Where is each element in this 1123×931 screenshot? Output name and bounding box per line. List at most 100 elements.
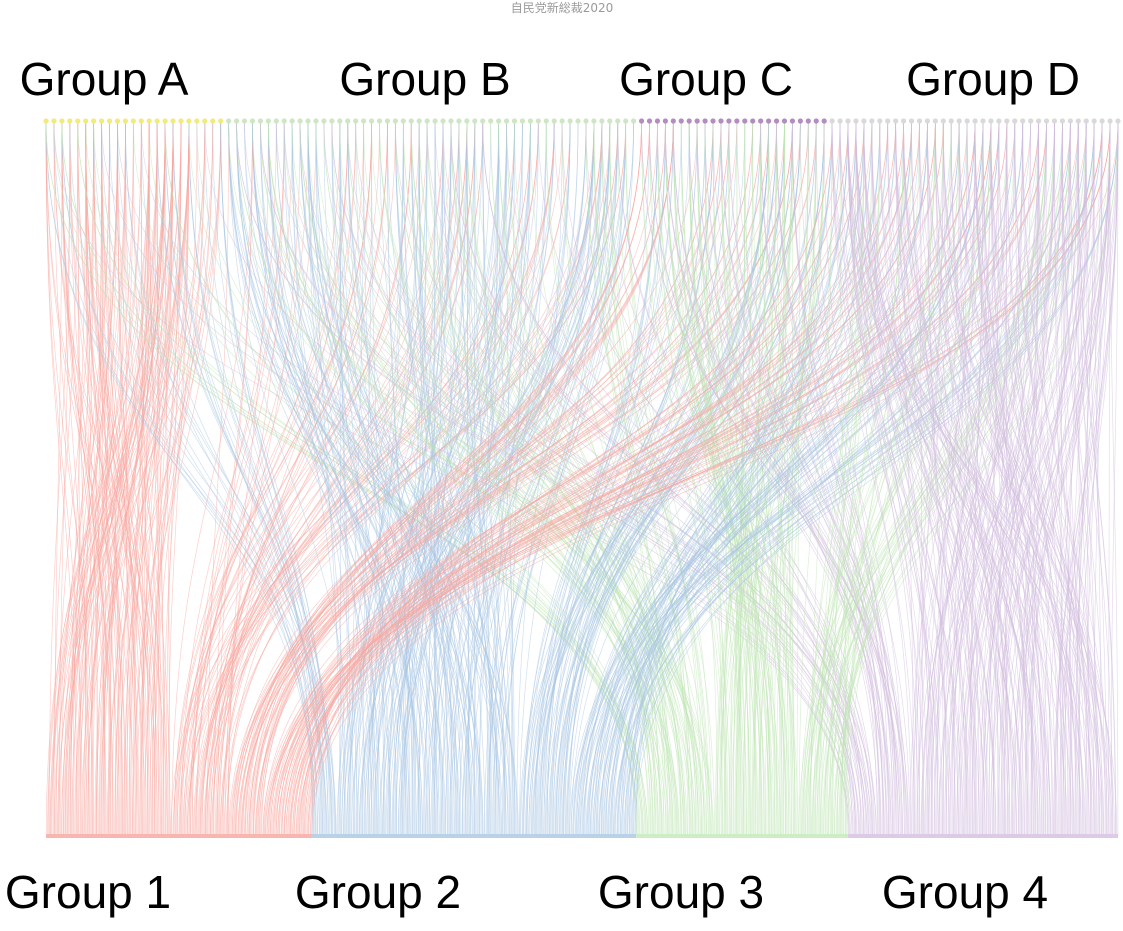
top-node-group-b: [575, 118, 581, 124]
flow-line: [410, 120, 673, 837]
flow-line: [430, 120, 571, 837]
flow-line: [85, 120, 648, 837]
flow-line: [61, 120, 328, 837]
top-node-group-b: [519, 118, 526, 124]
flow-line: [402, 120, 696, 837]
top-node-group-a: [43, 118, 49, 124]
flow-line: [171, 120, 253, 837]
flow-line: [696, 120, 797, 837]
top-node-group-d: [972, 118, 978, 124]
top-node-group-d: [893, 118, 899, 124]
top-node-group-b: [615, 118, 621, 124]
flow-line: [895, 120, 988, 837]
flow-line: [131, 120, 214, 837]
flow-line: [331, 120, 375, 837]
flow-line: [402, 120, 450, 837]
flow-line: [672, 120, 892, 837]
flow-line: [990, 120, 1009, 837]
flow-line: [559, 120, 801, 837]
flow-line: [871, 120, 968, 837]
flow-line: [184, 120, 388, 837]
flow-line: [855, 120, 1104, 837]
flow-line: [990, 120, 1034, 837]
flow-line: [561, 120, 699, 837]
flow-line: [267, 120, 382, 837]
flow-line: [139, 120, 174, 837]
bottom-group-label-4: Group 4: [882, 866, 1048, 918]
top-node-group-d: [932, 118, 938, 124]
flow-line: [887, 120, 1036, 837]
flow-line: [620, 120, 833, 837]
flow-line: [379, 120, 677, 837]
flow-line: [1000, 120, 1031, 837]
flow-line: [1067, 120, 1087, 837]
bottom-group-label-2: Group 2: [295, 866, 461, 918]
flow-line: [395, 120, 515, 837]
top-node-group-a: [154, 118, 160, 124]
flow-line: [300, 120, 857, 837]
flow-line: [59, 120, 71, 837]
flow-line: [72, 120, 94, 837]
flow-line: [228, 120, 269, 837]
top-node-group-d: [988, 118, 994, 124]
flow-line: [418, 120, 438, 837]
top-node-group-b: [257, 118, 263, 124]
top-node-group-c: [638, 118, 645, 124]
top-node-group-d: [885, 118, 891, 124]
flow-line: [947, 120, 1008, 837]
top-node-group-c: [686, 118, 692, 124]
top-node-group-b: [361, 118, 367, 124]
top-node-group-c: [789, 118, 796, 124]
flow-line: [315, 120, 484, 837]
flow-line: [331, 120, 455, 837]
flow-line: [223, 120, 571, 837]
flow-line: [950, 120, 1000, 837]
flow-line: [347, 120, 696, 837]
flow-line: [53, 120, 168, 837]
flow-line: [387, 120, 411, 837]
flow-line: [801, 120, 1087, 837]
flow-line: [253, 120, 674, 837]
flow-line: [1062, 120, 1072, 837]
flow-line: [628, 120, 849, 837]
flow-line: [182, 120, 555, 837]
flow-line: [831, 120, 916, 837]
top-node-group-d: [1115, 118, 1121, 124]
flow-line: [164, 120, 326, 837]
flow-line: [610, 120, 849, 837]
flow-line: [208, 120, 380, 837]
flow-line: [591, 120, 912, 837]
top-node-group-a: [162, 118, 168, 124]
top-node-group-c: [742, 118, 748, 124]
top-node-group-b: [527, 118, 533, 124]
top-node-group-b: [400, 118, 406, 124]
top-node-group-b: [305, 118, 311, 124]
flow-line: [442, 120, 510, 837]
top-node-group-b: [591, 118, 597, 124]
flow-line: [807, 120, 905, 837]
flow-line: [355, 120, 428, 837]
flow-line: [802, 120, 952, 837]
flow-line: [259, 120, 658, 837]
top-node-group-d: [1051, 118, 1058, 124]
flow-line: [641, 120, 745, 837]
flow-line: [128, 120, 174, 837]
flow-line: [45, 120, 94, 837]
flow-line: [245, 120, 674, 837]
flow-line: [395, 120, 499, 837]
top-group-label-a: Group A: [20, 53, 189, 105]
flow-line: [982, 120, 1041, 837]
flow-line: [268, 120, 944, 837]
flow-line: [581, 120, 865, 837]
top-node-group-d: [980, 118, 986, 124]
flow-line: [101, 120, 152, 837]
flow-line: [53, 120, 317, 837]
flow-line: [672, 120, 746, 837]
top-node-group-b: [551, 118, 557, 124]
top-node-group-d: [1075, 118, 1081, 124]
top-node-group-c: [702, 118, 708, 124]
top-node-group-c: [773, 118, 780, 124]
flow-line: [252, 120, 483, 837]
flow-line: [251, 120, 762, 837]
